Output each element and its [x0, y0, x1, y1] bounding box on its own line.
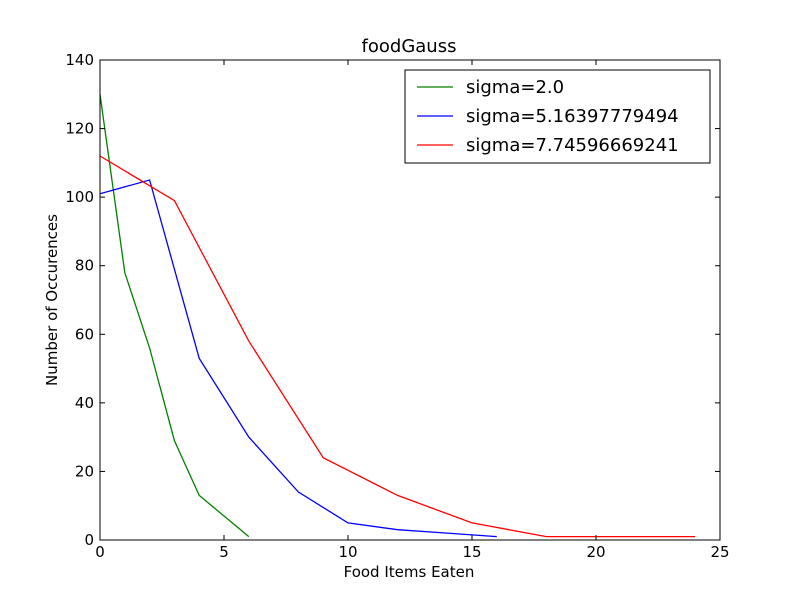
axes-frame — [99, 59, 721, 541]
y-tick-label: 40 — [75, 394, 94, 412]
y-tick-label: 0 — [84, 531, 94, 549]
series-line-2 — [99, 179, 497, 538]
chart-title: foodGauss — [362, 36, 457, 57]
legend-label-3: sigma=7.74596669241 — [466, 135, 679, 156]
x-tick-label: 10 — [338, 543, 357, 561]
x-tick-label: 5 — [219, 543, 229, 561]
plot-area: 0 5 10 15 20 25 0 20 40 60 80 100 120 140 — [65, 51, 729, 561]
legend-box — [404, 69, 711, 164]
y-tick-label: 120 — [65, 120, 94, 138]
y-axis-title: Number of Occurences — [43, 214, 61, 386]
x-tick-label: 15 — [462, 543, 481, 561]
x-tick-label: 25 — [710, 543, 729, 561]
y-tick-label: 20 — [75, 462, 94, 480]
y-tick-label: 60 — [75, 325, 94, 343]
x-axis-title: Food Items Eaten — [344, 563, 475, 581]
x-tick-label: 0 — [95, 543, 105, 561]
x-tick-label: 20 — [586, 543, 605, 561]
legend-label-2: sigma=5.16397779494 — [466, 106, 679, 127]
legend: sigma=2.0 sigma=5.16397779494 sigma=7.7459… — [404, 69, 711, 164]
series-line-1 — [99, 94, 250, 538]
y-tick-label: 80 — [75, 257, 94, 275]
y-tick-label: 140 — [65, 51, 94, 69]
y-tick-label: 100 — [65, 188, 94, 206]
legend-label-1: sigma=2.0 — [466, 77, 564, 98]
